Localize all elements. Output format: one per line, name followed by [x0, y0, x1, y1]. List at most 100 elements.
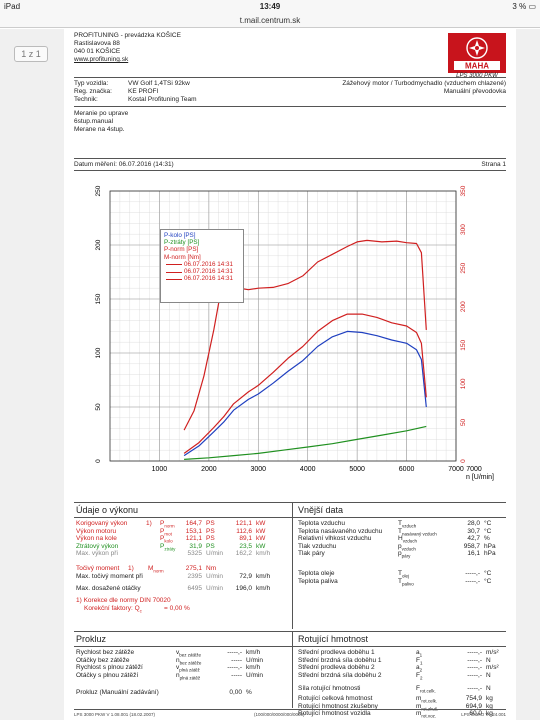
- power-row-value-kw: 23,5: [239, 542, 252, 550]
- page-indicator: 1 z 1: [14, 46, 48, 62]
- viewer-gutter-right: [516, 29, 540, 720]
- power-row-unit-kw: kW: [256, 520, 266, 527]
- y-left-tick-label: 250: [95, 185, 102, 196]
- external-row-unit: °C: [484, 570, 492, 577]
- power-row-label: Výkon motoru: [76, 527, 117, 535]
- external-row-value: 30,7: [467, 527, 480, 535]
- prokluz-table: Rychlost bez zátěže vbez zátěže -----,- km/…: [76, 649, 288, 709]
- external-row-value: 42,7: [467, 535, 480, 543]
- company-street: Rastislavova 88: [74, 40, 120, 47]
- prokluz-row-value: -----: [231, 671, 242, 679]
- power-row-value-ps: 121,1: [185, 535, 202, 543]
- torque-unit: Nm: [206, 565, 217, 572]
- rotating-row-symbol: a2: [416, 664, 423, 673]
- chart-legend: P-kolo [PS] P-ztráty [PS] P-norm [PS] M-…: [160, 229, 244, 303]
- external-row-unit: °C: [484, 520, 492, 527]
- prokluz-manual-unit: %: [246, 689, 252, 696]
- speed-max-label: Max. dosažené otáčky: [76, 585, 141, 592]
- rotating-force-label: Síla rotující hmotnosti: [298, 685, 361, 692]
- rotating-row-symbol: a1: [416, 649, 423, 658]
- rotating-row-unit: m/s²: [486, 649, 499, 656]
- series-line-2: [184, 425, 427, 460]
- power-row-label: Výkon na kole: [76, 535, 117, 543]
- external-row-unit: %: [484, 535, 490, 543]
- torque-max-speed: 72,9: [239, 572, 252, 580]
- rotating-row-symbol: F2: [416, 671, 423, 681]
- company-city: 040 01 KOŠICE: [74, 48, 121, 55]
- y-right-tick-label: 300: [460, 224, 467, 235]
- prokluz-manual-label: Prokluz (Manuální zadávání): [76, 689, 159, 696]
- power-row-symbol: Pnorm: [160, 520, 175, 529]
- external-row-value: 28,0: [467, 520, 480, 527]
- external-row-value: 16,1: [467, 550, 480, 558]
- power-row-unit-kw: kW: [256, 535, 266, 543]
- company-block: PROFITUNING - prevádzka KOŠICE Rastislav…: [74, 32, 181, 64]
- x-tick-label: 4000: [300, 466, 316, 473]
- gearbox-type: Manuální převodovka: [443, 88, 506, 95]
- divider: [74, 646, 506, 647]
- power-row-value-kw: 89,1: [239, 535, 252, 543]
- rotating-row-unit: m/s²: [486, 664, 499, 672]
- y-right-tick-label: 100: [460, 378, 467, 389]
- company-web[interactable]: www.profituning.sk: [74, 56, 129, 63]
- external-row-unit: °C: [484, 577, 492, 585]
- divider: [74, 502, 506, 503]
- power-row-unit-kw: kW: [256, 527, 266, 535]
- power-row-unit-kw: kW: [256, 542, 266, 550]
- vehicle-tech-label: Technik:: [74, 96, 98, 103]
- rotating-row-label: Střední brzdná síla doběhu 2: [298, 671, 382, 679]
- vehicle-type-value: VW Golf 1,4TSi 92kw: [128, 80, 190, 87]
- external-row-symbol: pvzduch: [398, 542, 416, 552]
- torque-max-label: Max. točivý moment při: [76, 572, 143, 580]
- rotating-mass-symbol: mrot.zkuš.: [416, 702, 439, 711]
- vehicle-reg-value: KE PROFI: [128, 88, 159, 95]
- y-left-tick-label: 50: [95, 403, 102, 411]
- prokluz-row-symbol: nbez zátěže: [176, 656, 202, 665]
- x-tick-label: 7000: [448, 466, 464, 473]
- correction-norm: 1) Korekce dle normy DIN 70020: [76, 597, 171, 604]
- divider: [74, 158, 506, 159]
- rotating-row-value: -----,-: [467, 656, 482, 664]
- url-bar[interactable]: t.mail.centrum.sk: [0, 14, 540, 28]
- power-row-unit-ps: PS: [206, 527, 215, 535]
- legend-date: 06.07.2016 14:31: [164, 275, 240, 282]
- maha-logo: MAHA: [448, 33, 506, 73]
- note-line: Merane na 4stup.: [74, 126, 125, 133]
- x-axis-label: n [U/min]: [466, 474, 494, 481]
- power-row-unit-ps: PS: [206, 542, 215, 550]
- rotating-row-value: -----,-: [467, 664, 482, 672]
- rotating-mass-value: 694,9: [465, 702, 482, 710]
- power-table: Korigovaný výkon 1) Pnorm 164,7 PS 121,1 kW Výk…: [76, 520, 288, 630]
- legend-date: 06.07.2016 14:31: [164, 268, 240, 275]
- external-row-unit: °C: [484, 527, 492, 535]
- series-line-3: [183, 313, 427, 454]
- rotating-mass-value: 754,9: [465, 695, 482, 702]
- power-row-value-ps: 164,7: [185, 520, 202, 527]
- x-tick-label: 7000: [466, 466, 482, 473]
- torque-label: Točivý moment: [76, 565, 120, 572]
- prokluz-row-symbol: vplná zátěž: [176, 664, 200, 673]
- logo-model: LPS 3000 PKW: [456, 73, 498, 79]
- external-row-label: Teplota vzduchu: [298, 520, 345, 527]
- footer-code: (100/000/0000/000/0000): [254, 712, 305, 717]
- vehicle-tech-value: Kostal Profituning Team: [128, 96, 197, 103]
- rotating-mass-symbol: mrot.celk.: [416, 695, 438, 704]
- power-row-unit-ps: U/min: [206, 550, 223, 558]
- external-row-symbol: Tolej: [398, 570, 409, 579]
- prokluz-manual-value: 0,00: [229, 689, 242, 696]
- rotating-mass-value: 60,0: [469, 710, 482, 718]
- power-row-unit-kw: km/h: [256, 550, 271, 558]
- rotating-row-value: -----,-: [467, 671, 482, 679]
- prokluz-section-title: Prokluz: [76, 634, 107, 644]
- correction-factor: Korekční faktory: Qc: [84, 605, 142, 614]
- legend-entry-p-kolo: P-kolo [PS]: [164, 232, 196, 239]
- x-tick-label: 3000: [250, 466, 266, 473]
- company-name: PROFITUNING - prevádzka KOŠICE: [74, 32, 181, 39]
- rotating-mass-unit: kg: [486, 702, 493, 710]
- y-right-tick-label: 250: [460, 262, 467, 273]
- y-right-tick-label: 50: [460, 418, 467, 426]
- rotating-row-label: Střední prodleva doběhu 2: [298, 664, 375, 672]
- power-row-note: 1): [146, 520, 152, 527]
- status-bar: iPad 13:49 3 % ▭: [0, 0, 540, 14]
